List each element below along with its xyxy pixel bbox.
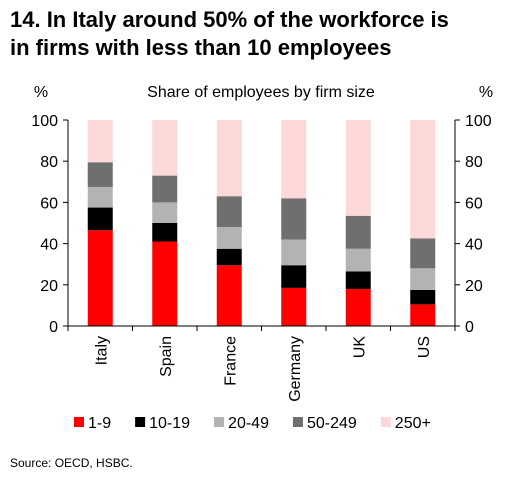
- legend-swatch-1-9: [74, 417, 84, 427]
- chart-subtitle: Share of employees by firm size: [147, 84, 375, 101]
- x-tick-label-uk: UK: [351, 336, 368, 359]
- x-tick-label-italy: Italy: [93, 336, 110, 365]
- bar-germany-50-249: [281, 198, 307, 240]
- legend-label-10-19: 10-19: [149, 415, 190, 432]
- bar-italy-250: [87, 120, 113, 163]
- y-tick-label-left: 60: [40, 195, 58, 212]
- bar-germany-250: [281, 120, 307, 199]
- axes-group: Italy Spain France Germany UK US 0 0 20 20 40 40 60 6…: [31, 113, 492, 402]
- title-line-2: in firms with less than 10 employees: [10, 35, 392, 60]
- legend-swatch-250: [380, 417, 391, 427]
- title-line-1: 14. In Italy around 50% of the workforce…: [10, 7, 449, 32]
- y-tick-label-left: 80: [40, 154, 58, 171]
- bar-uk-20-49: [345, 248, 371, 272]
- y-tick-label-left: 0: [49, 319, 58, 336]
- y-tick-label-right: 0: [465, 319, 474, 336]
- bar-uk-10-19: [345, 271, 371, 289]
- bar-germany-10-19: [281, 265, 307, 288]
- bar-italy-50-249: [87, 162, 113, 187]
- bar-spain-250: [152, 120, 178, 176]
- chart-title: 14. In Italy around 50% of the workforce…: [10, 6, 510, 62]
- y-tick-label-right: 40: [465, 237, 483, 254]
- legend-swatch-10-19: [135, 417, 146, 427]
- bar-uk-250: [345, 120, 371, 216]
- bar-italy-20-49: [87, 186, 113, 208]
- y-tick-label-left: 20: [40, 278, 58, 295]
- bar-italy-1-9: [87, 230, 113, 326]
- bar-france-20-49: [216, 227, 242, 249]
- legend-label-20-49: 20-49: [228, 415, 269, 432]
- legend-swatch-20-49: [214, 417, 225, 427]
- x-tick-label-us: US: [416, 336, 433, 358]
- bar-spain-1-9: [152, 241, 178, 326]
- legend: 1-9 10-19 20-49 50-249 250+: [74, 415, 431, 432]
- bar-spain-10-19: [152, 223, 178, 242]
- bar-us-10-19: [410, 289, 436, 305]
- y-axis-left-unit: %: [34, 84, 48, 101]
- x-tick-label-germany: Germany: [287, 336, 304, 402]
- bar-italy-10-19: [87, 207, 113, 231]
- bar-france-10-19: [216, 248, 242, 266]
- bar-uk-1-9: [345, 288, 371, 326]
- legend-label-50-249: 50-249: [307, 415, 357, 432]
- source-note: Source: OECD, HSBC.: [10, 456, 133, 470]
- bars-group: [87, 120, 436, 326]
- legend-label-250: 250+: [395, 415, 431, 432]
- bar-france-1-9: [216, 265, 242, 326]
- bar-us-20-49: [410, 268, 436, 290]
- bar-us-50-249: [410, 238, 436, 269]
- bar-spain-50-249: [152, 175, 178, 203]
- y-tick-label-right: 80: [465, 154, 483, 171]
- y-tick-label-right: 20: [465, 278, 483, 295]
- y-tick-label-right: 60: [465, 195, 483, 212]
- legend-swatch-50-249: [292, 417, 303, 427]
- y-tick-label-left: 100: [31, 113, 58, 130]
- bar-uk-50-249: [345, 215, 371, 249]
- x-tick-label-spain: Spain: [158, 336, 175, 377]
- bar-france-50-249: [216, 196, 242, 228]
- bar-germany-1-9: [281, 287, 307, 326]
- y-tick-label-left: 40: [40, 237, 58, 254]
- bar-france-250: [216, 120, 242, 197]
- x-tick-label-france: France: [222, 336, 239, 386]
- y-tick-label-right: 100: [465, 113, 492, 130]
- legend-label-1-9: 1-9: [88, 415, 111, 432]
- bar-germany-20-49: [281, 239, 307, 266]
- y-axis-right-unit: %: [479, 84, 493, 101]
- bar-us-250: [410, 120, 436, 239]
- bar-us-1-9: [410, 304, 436, 326]
- bar-spain-20-49: [152, 202, 178, 223]
